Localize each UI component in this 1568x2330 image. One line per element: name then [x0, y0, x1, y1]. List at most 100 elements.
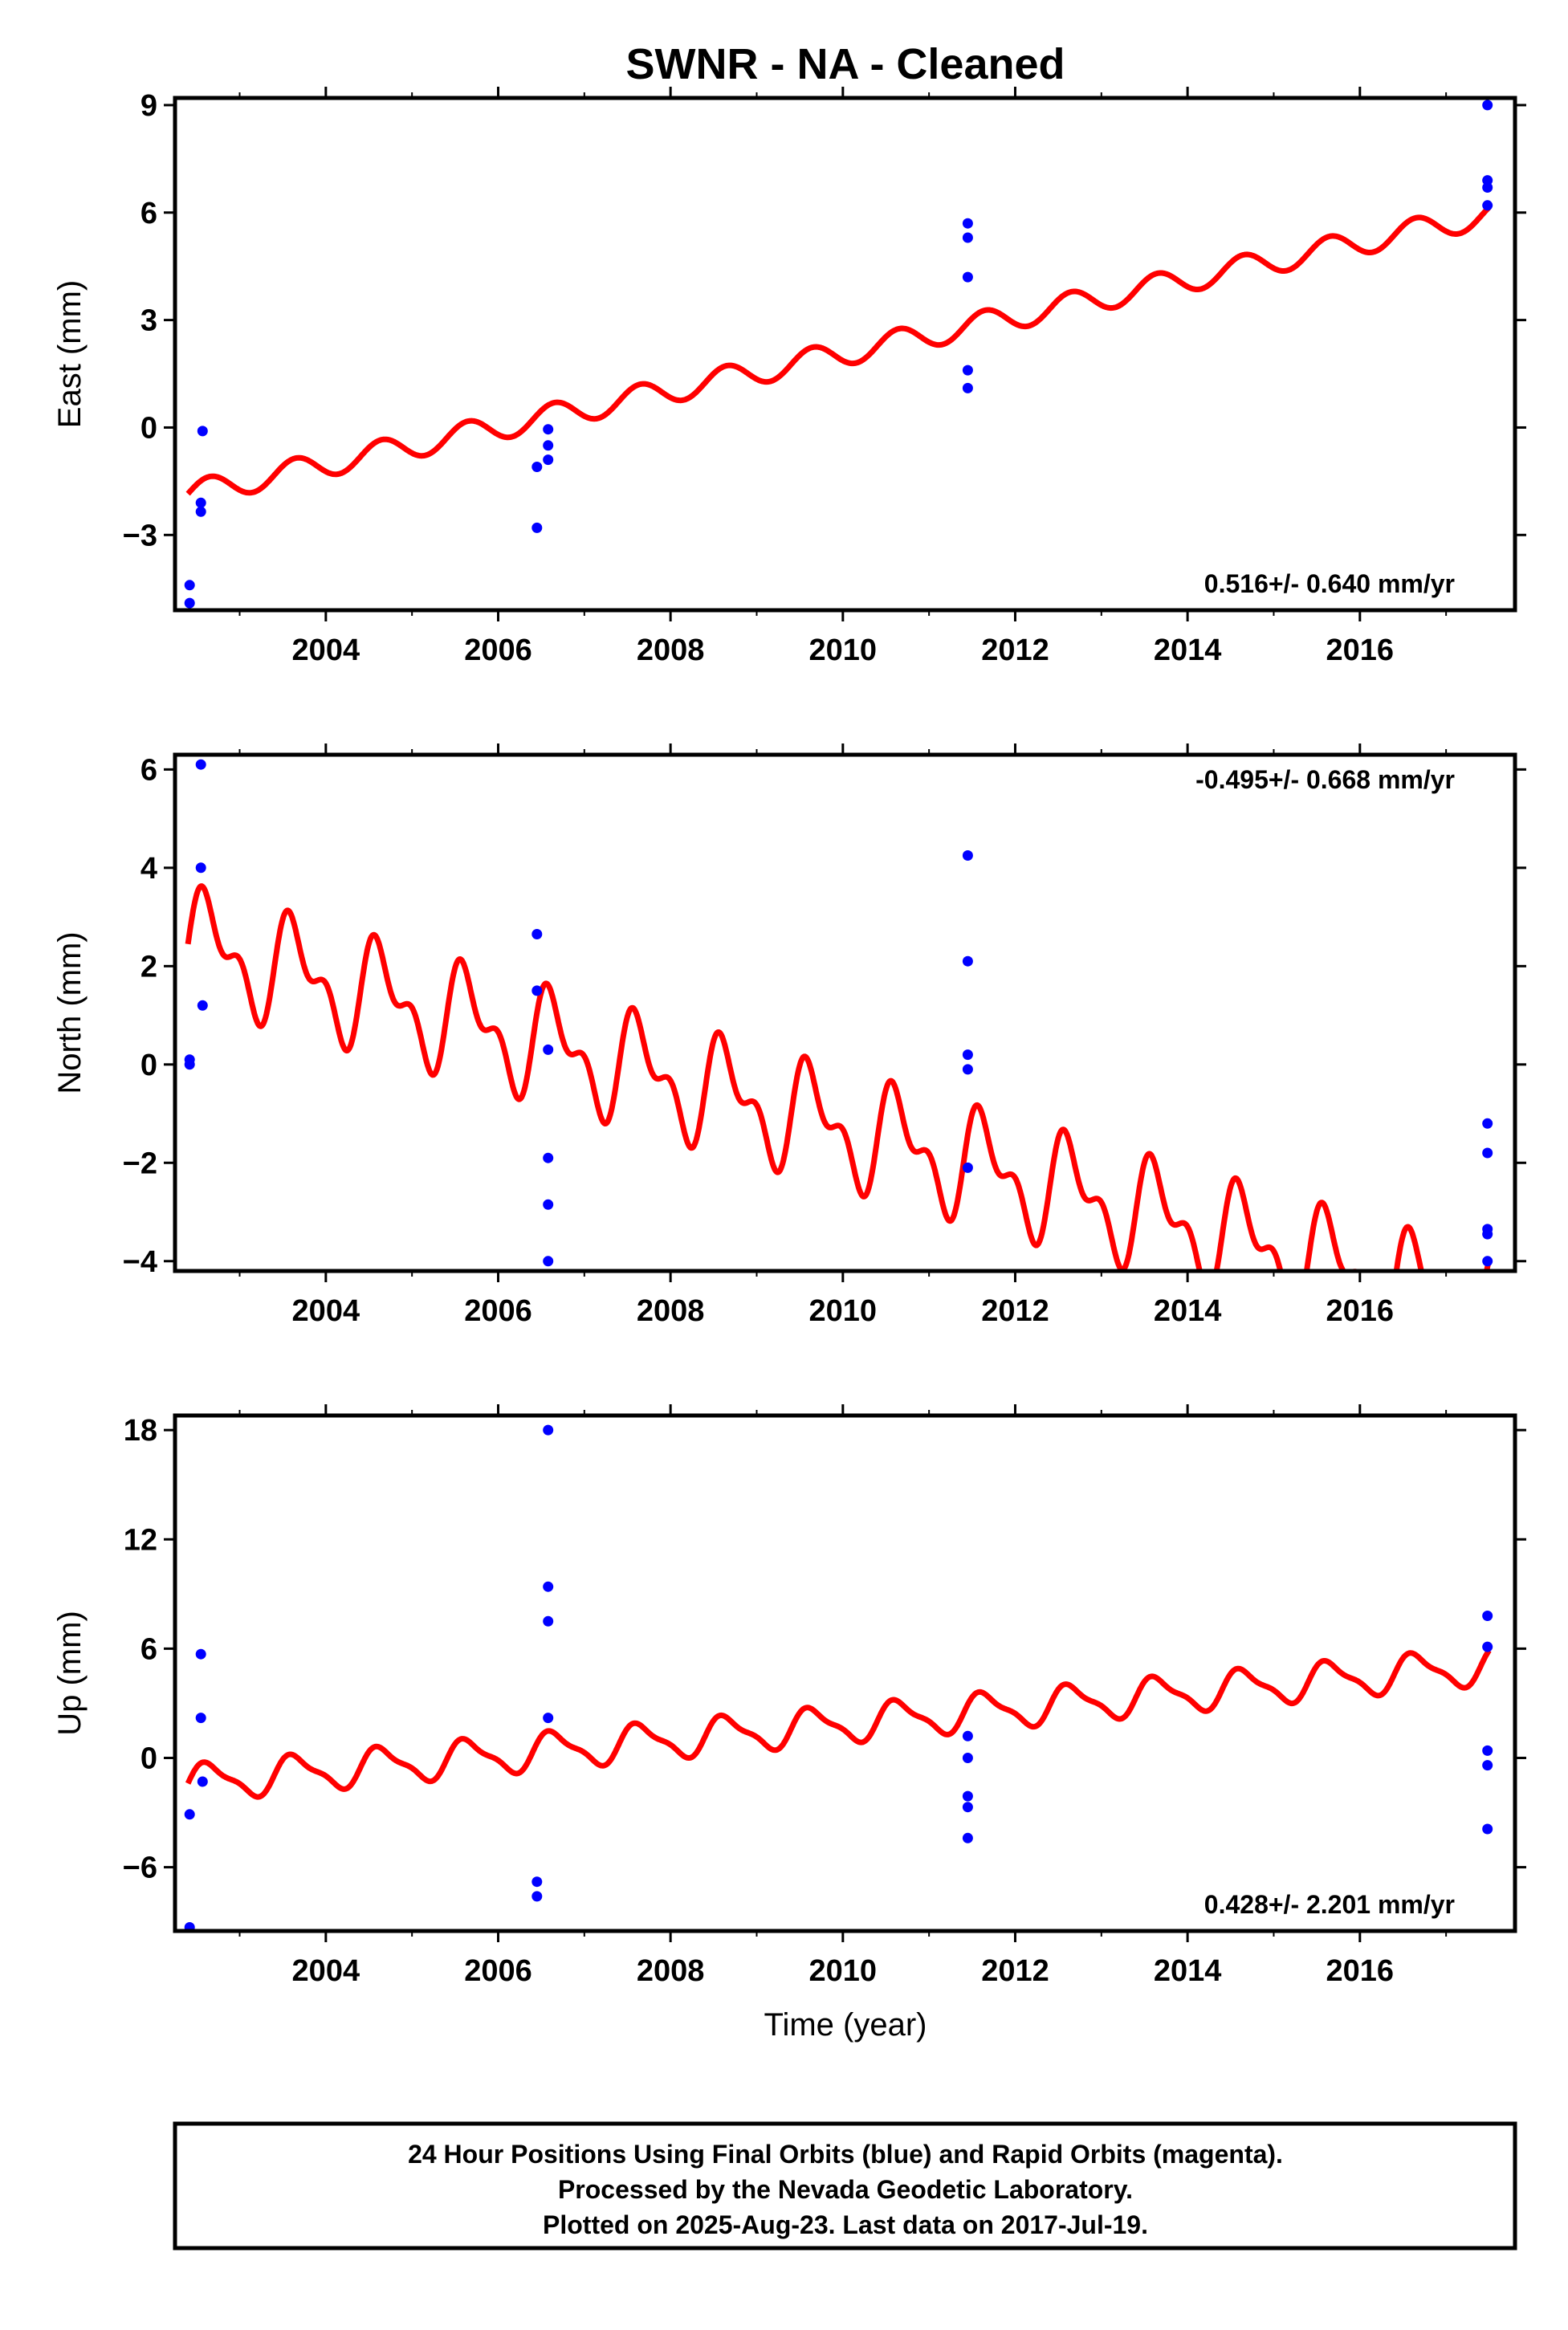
- north-y-tick-label: 6: [141, 753, 157, 787]
- east-y-tick-label: 3: [141, 304, 157, 338]
- north-data-point: [1482, 1256, 1493, 1267]
- north-data-point: [543, 1044, 554, 1055]
- east-y-tick-label: 6: [141, 197, 157, 230]
- up-data-point: [543, 1615, 554, 1627]
- up-data-point: [1482, 1641, 1493, 1652]
- east-data-point: [962, 232, 973, 243]
- east-data-point: [184, 580, 195, 591]
- chart-title: SWNR - NA - Cleaned: [625, 40, 1065, 88]
- east-data-point: [184, 597, 195, 609]
- east-data-point: [543, 424, 554, 435]
- up-y-tick-label: 0: [141, 1741, 157, 1775]
- east-x-tick-label: 2016: [1326, 633, 1395, 667]
- east-frame: [173, 96, 1517, 613]
- east-x-tick-label: 2014: [1154, 633, 1222, 667]
- up-model-curve: [185, 1648, 1492, 1800]
- east-x-tick-label: 2006: [464, 633, 532, 667]
- up-data-point: [184, 1922, 195, 1931]
- footer-frame: [173, 2121, 1517, 2251]
- east-data-point: [543, 454, 554, 466]
- east-data-point: [1482, 200, 1493, 211]
- north-x-tick-label: 2010: [809, 1294, 878, 1328]
- up-panel: −6 0 6 12 18 2004 2006 2008 2010 2012 2014 2016 Up (…: [52, 1404, 1526, 1988]
- footer-line-2: Processed by the Nevada Geodetic Laborat…: [558, 2175, 1133, 2204]
- east-data-point: [197, 426, 208, 437]
- up-data-point: [543, 1424, 554, 1436]
- up-data-point: [531, 1876, 543, 1888]
- east-data-point: [962, 218, 973, 229]
- east-model-curve: [185, 205, 1492, 496]
- up-data-point: [531, 1891, 543, 1902]
- up-data-point: [962, 1802, 973, 1813]
- east-data-point: [962, 271, 973, 283]
- north-data-point: [531, 985, 543, 996]
- up-y-tick-label: 12: [124, 1523, 157, 1557]
- east-x-tick-label: 2008: [637, 633, 705, 667]
- north-frame: [173, 752, 1517, 1273]
- up-data-point: [195, 1713, 206, 1724]
- north-x-tick-label: 2012: [981, 1294, 1049, 1328]
- north-x-tick-label: 2004: [292, 1294, 360, 1328]
- north-x-tick-label: 2016: [1326, 1294, 1395, 1328]
- east-data-point: [1482, 175, 1493, 186]
- north-data-point: [962, 850, 973, 861]
- footer-line-1: 24 Hour Positions Using Final Orbits (bl…: [408, 2140, 1283, 2169]
- up-data-point: [197, 1776, 208, 1787]
- east-panel: −3 0 3 6 9 2004 2006 2008 2010 2012 2014 2016 East (…: [52, 87, 1526, 667]
- east-y-tick-label: 0: [141, 411, 157, 445]
- up-data-point: [962, 1753, 973, 1763]
- east-data-point: [531, 522, 543, 533]
- east-x-tick-label: 2004: [292, 633, 360, 667]
- footer-line-3: Plotted on 2025-Aug-23. Last data on 201…: [543, 2210, 1148, 2239]
- up-data-point: [1482, 1611, 1493, 1621]
- north-y-tick-label: −4: [123, 1245, 157, 1279]
- up-data-point: [1482, 1760, 1493, 1771]
- north-y-tick-label: 0: [141, 1049, 157, 1082]
- north-x-tick-label: 2006: [464, 1294, 532, 1328]
- up-y-tick-label: −6: [123, 1851, 157, 1885]
- east-data-point: [962, 382, 973, 393]
- east-rate-label: 0.516+/- 0.640 mm/yr: [1204, 569, 1455, 598]
- east-data-point: [195, 497, 206, 508]
- east-y-axis-label: East (mm): [52, 280, 88, 428]
- footer-box: 24 Hour Positions Using Final Orbits (bl…: [173, 2121, 1517, 2251]
- up-data-point: [543, 1581, 554, 1592]
- north-rate-label: -0.495+/- 0.668 mm/yr: [1195, 765, 1455, 794]
- east-data-point: [1482, 100, 1493, 111]
- north-x-tick-label: 2008: [637, 1294, 705, 1328]
- north-data-point: [197, 1000, 208, 1011]
- east-data-point: [195, 506, 206, 517]
- up-data-point: [543, 1713, 554, 1724]
- north-data-point: [543, 1256, 554, 1267]
- up-data-point: [184, 1809, 195, 1820]
- up-data-point: [962, 1730, 973, 1741]
- east-x-tick-label: 2010: [809, 633, 878, 667]
- north-data-point: [962, 1162, 973, 1173]
- up-rate-label: 0.428+/- 2.201 mm/yr: [1204, 1890, 1455, 1919]
- north-data-point: [543, 1199, 554, 1210]
- east-data-point: [543, 440, 554, 451]
- up-frame: [173, 1413, 1517, 1933]
- up-data-point: [1482, 1823, 1493, 1835]
- up-data-point: [1482, 1745, 1493, 1756]
- east-data-point: [531, 462, 543, 472]
- north-data-point: [543, 1152, 554, 1163]
- x-axis-label: Time (year): [764, 2007, 927, 2043]
- up-x-tick-label: 2006: [464, 1954, 532, 1988]
- up-data-point: [962, 1790, 973, 1802]
- up-data-point: [195, 1648, 206, 1660]
- east-y-tick-label: 9: [141, 89, 157, 123]
- east-data-point: [962, 365, 973, 376]
- east-x-tick-label: 2012: [981, 633, 1049, 667]
- north-data-point: [1482, 1118, 1493, 1129]
- north-data-point: [962, 1049, 973, 1061]
- up-x-tick-label: 2012: [981, 1954, 1049, 1988]
- up-x-tick-label: 2016: [1326, 1954, 1395, 1988]
- up-x-tick-label: 2014: [1154, 1954, 1222, 1988]
- north-panel: −4 −2 0 2 4 6 2004 2006 2008 2010 2012 2014 2016 Nort…: [52, 743, 1526, 1328]
- east-y-tick-label: −3: [123, 519, 157, 552]
- up-x-tick-label: 2004: [292, 1954, 360, 1988]
- north-data-point: [962, 1064, 973, 1075]
- north-y-axis-label: North (mm): [52, 931, 88, 1094]
